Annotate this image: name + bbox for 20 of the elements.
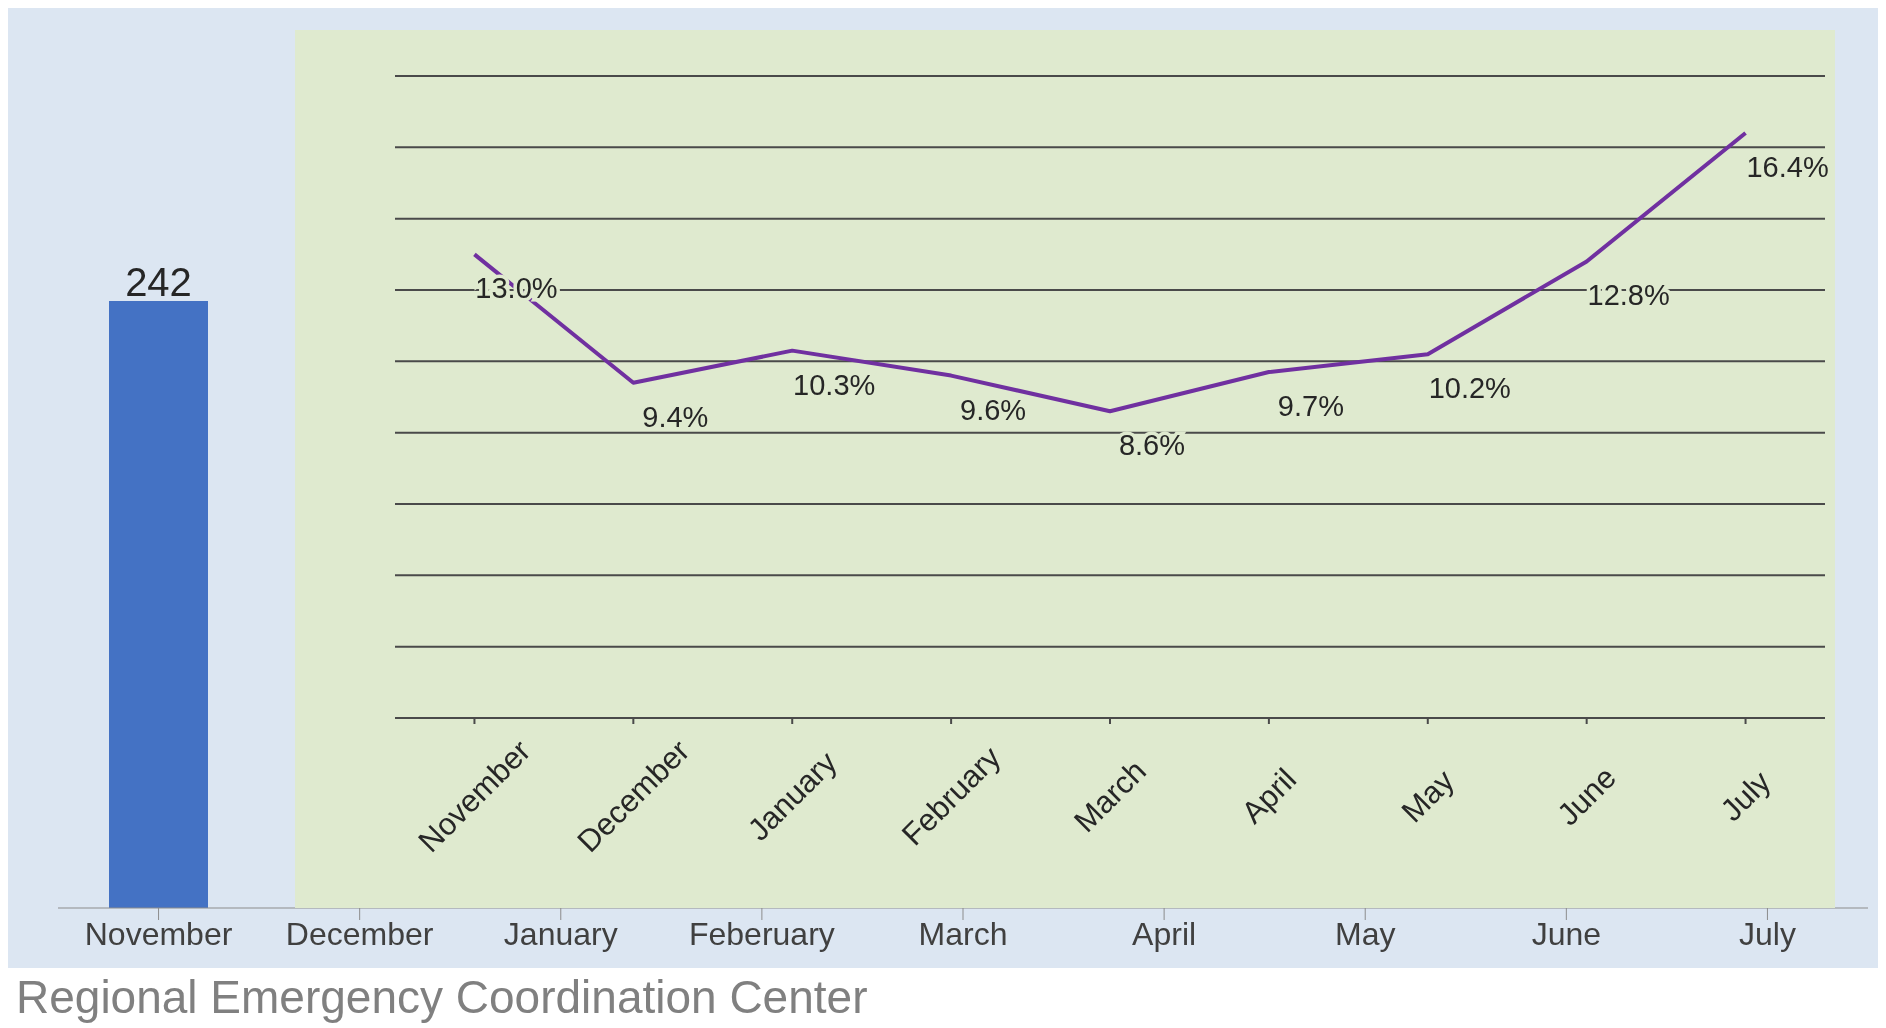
x-tick-label: June (1531, 915, 1602, 952)
x-tick-label: January (503, 915, 618, 952)
x-tick-label: December (285, 915, 434, 952)
data-label: 9.4% (642, 400, 709, 433)
data-label: 16.4% (1746, 151, 1829, 184)
data-label: 9.7% (1277, 390, 1344, 423)
x-tick-label: July (1738, 915, 1796, 952)
x-tick-label: July (1713, 763, 1778, 828)
data-label: 8.6% (1118, 429, 1186, 462)
x-tick-label: Feberuary (688, 915, 835, 952)
data-label: 10.2% (1428, 372, 1511, 405)
x-tick-label: November (84, 915, 233, 952)
data-label: 10.3% (793, 368, 876, 401)
x-tick-label: April (1132, 915, 1197, 952)
text: Regional Emergency Coordination Center (16, 970, 868, 1024)
data-label: 242 (125, 260, 192, 305)
x-tick-label: May (1335, 915, 1396, 952)
x-tick-label: March (918, 915, 1008, 952)
data-label: 9.6% (960, 393, 1027, 426)
x-tick-label: May (1394, 762, 1462, 830)
